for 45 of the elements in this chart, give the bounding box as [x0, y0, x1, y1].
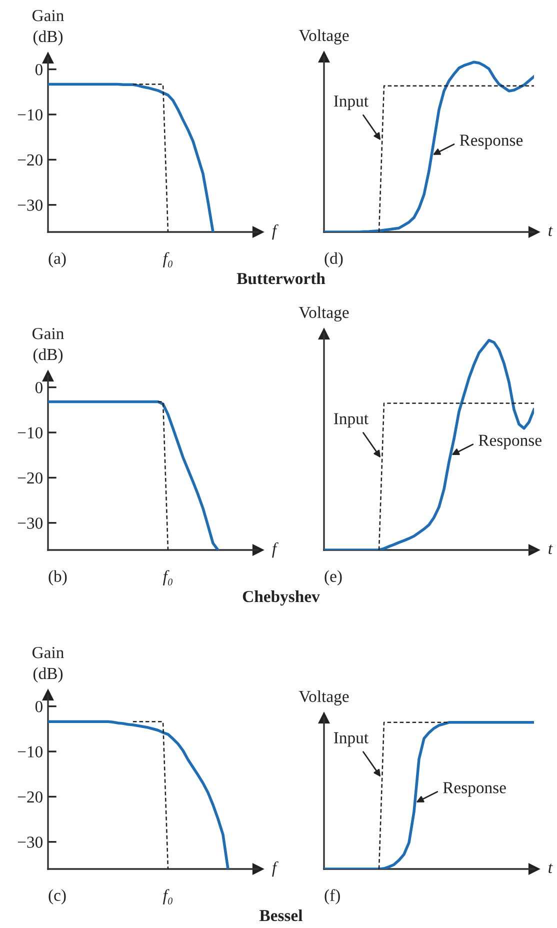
annotation: Input [334, 96, 368, 110]
y-tick-label: −30 [18, 518, 43, 529]
line-series [48, 720, 230, 869]
line-series [48, 82, 214, 232]
y-axis-title: Voltage [298, 29, 349, 44]
text: (b) [48, 570, 67, 586]
text: (c) [48, 889, 66, 904]
y-tick-label: −20 [18, 154, 43, 166]
y-tick-label: −30 [18, 200, 43, 211]
annotation: Response [443, 782, 506, 797]
text: (e) [324, 570, 342, 586]
y-axis-title: Gain (dB) [32, 328, 64, 364]
text: f₀ [162, 889, 172, 904]
y-axis-title: Gain (dB) [32, 647, 64, 682]
text: (d) [324, 252, 343, 268]
text: (f) [324, 889, 340, 904]
text: f₀ [162, 252, 172, 268]
x-axis-title: t [548, 226, 553, 236]
text: Butterworth [236, 272, 326, 284]
x-axis-title: t [548, 544, 553, 554]
text: Bessel [260, 909, 302, 922]
annotation: Input [334, 413, 368, 428]
y-tick-label: −10 [18, 109, 43, 120]
annotation: Input [334, 732, 368, 747]
y-tick-label: 0 [35, 64, 43, 76]
x-axis-title: f [272, 861, 278, 877]
text: Chebyshev [242, 590, 320, 606]
y-axis-title: Gain (dB) [32, 10, 64, 46]
y-tick-label: −10 [18, 746, 43, 758]
y-tick-label: −10 [18, 427, 43, 438]
y-tick-label: −30 [18, 836, 43, 848]
annotation: Response [460, 134, 523, 150]
y-tick-label: −20 [18, 472, 43, 484]
annotation: Response [478, 434, 542, 450]
y-axis-title: Voltage [298, 690, 349, 706]
text: (a) [48, 252, 66, 268]
x-axis-title: t [548, 864, 553, 874]
text: f₀ [162, 570, 172, 586]
y-tick-label: 0 [35, 701, 43, 712]
x-axis-title: f [272, 542, 278, 558]
line-series [48, 400, 220, 550]
y-tick-label: −20 [18, 791, 43, 803]
y-tick-label: 0 [35, 382, 43, 394]
y-axis-title: Voltage [298, 306, 349, 322]
x-axis-title: f [272, 224, 278, 240]
